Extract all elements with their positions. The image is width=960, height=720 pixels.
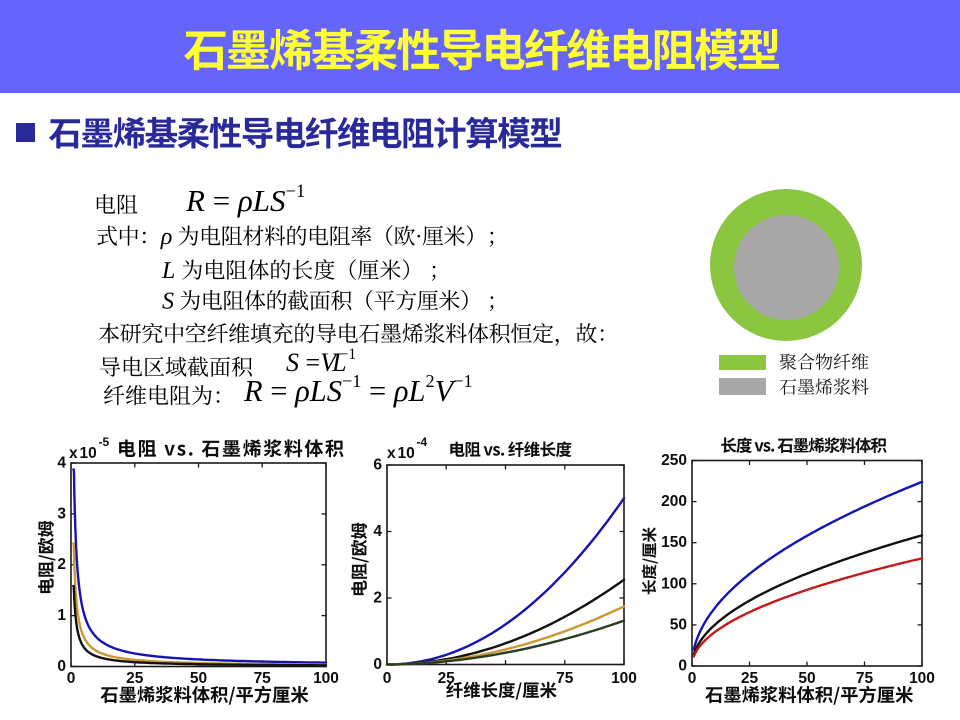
svg-text:75: 75 <box>254 670 272 687</box>
svg-text:25: 25 <box>126 670 144 687</box>
svg-text:-4: -4 <box>417 435 428 449</box>
svg-text:200: 200 <box>661 493 687 510</box>
svg-text:100: 100 <box>661 575 687 592</box>
svg-text:0: 0 <box>373 656 382 673</box>
svg-text:-5: -5 <box>99 435 110 449</box>
svg-text:10: 10 <box>80 445 97 462</box>
svg-text:100: 100 <box>611 670 637 687</box>
svg-text:10: 10 <box>398 445 415 462</box>
svg-text:0: 0 <box>688 670 697 687</box>
svg-text:6: 6 <box>373 457 382 474</box>
svg-text:50: 50 <box>190 670 207 687</box>
svg-text:0: 0 <box>383 670 392 687</box>
svg-text:100: 100 <box>313 670 339 687</box>
svg-text:0: 0 <box>57 658 66 675</box>
svg-text:0: 0 <box>67 670 76 687</box>
svg-text:25: 25 <box>741 670 759 687</box>
svg-text:250: 250 <box>661 452 687 469</box>
svg-text:x: x <box>387 445 396 462</box>
svg-text:25: 25 <box>438 670 456 687</box>
svg-text:100: 100 <box>909 670 935 687</box>
svg-text:4: 4 <box>373 523 382 540</box>
svg-text:50: 50 <box>670 616 687 633</box>
svg-text:75: 75 <box>856 670 874 687</box>
svg-text:1: 1 <box>57 607 66 624</box>
svg-text:2: 2 <box>57 556 66 573</box>
svg-text:0: 0 <box>678 658 687 675</box>
svg-text:50: 50 <box>798 670 815 687</box>
svg-text:2: 2 <box>373 590 382 607</box>
svg-text:75: 75 <box>556 670 574 687</box>
svg-text:4: 4 <box>57 455 66 472</box>
svg-text:3: 3 <box>57 505 66 522</box>
svg-text:x: x <box>69 445 78 462</box>
svg-text:150: 150 <box>661 534 687 551</box>
